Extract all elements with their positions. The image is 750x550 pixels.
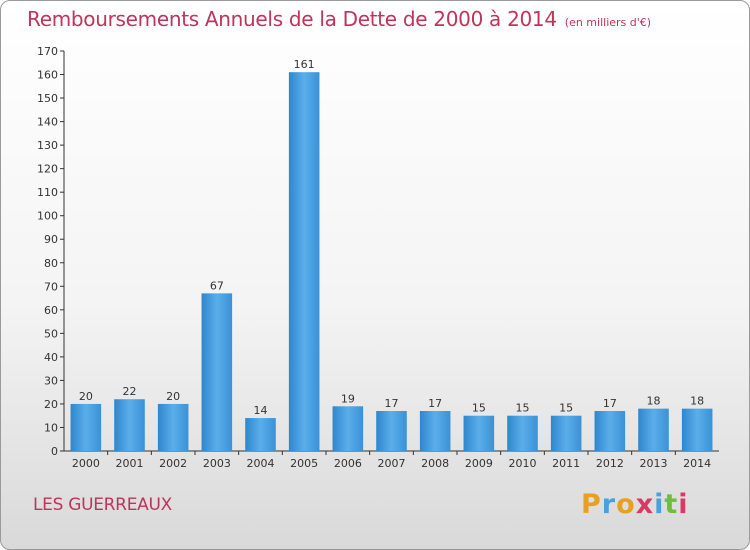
bar-value-label-2007: 17 (385, 397, 399, 410)
bar-2009 (463, 415, 495, 451)
proxiti-logo[interactable]: Proxiti (581, 489, 689, 520)
x-tick-label: 2000 (72, 457, 100, 470)
bar-value-label-2009: 15 (472, 402, 486, 415)
bar-2008 (419, 411, 451, 451)
y-tick-label: 70 (44, 280, 58, 293)
x-tick-label: 2011 (552, 457, 580, 470)
logo-letter: i (654, 489, 665, 520)
y-tick-label: 20 (44, 398, 58, 411)
y-tick-label: 100 (37, 210, 58, 223)
y-tick-label: 140 (37, 116, 58, 129)
x-tick-label: 2012 (596, 457, 624, 470)
y-tick-label: 40 (44, 351, 58, 364)
y-tick-label: 170 (37, 45, 58, 58)
bar-2013 (638, 408, 669, 451)
bar-value-label-2014: 18 (690, 395, 704, 408)
chart-title: Remboursements Annuels de la Dette de 20… (27, 7, 651, 31)
bar-value-label-2008: 17 (428, 397, 442, 410)
y-tick-label: 60 (44, 304, 58, 317)
x-tick-label: 2002 (159, 457, 187, 470)
x-tick-label: 2008 (421, 457, 449, 470)
x-tick-label: 2014 (683, 457, 711, 470)
y-tick-label: 150 (37, 92, 58, 105)
bar-value-label-2000: 20 (79, 390, 93, 403)
bar-2010 (507, 415, 538, 451)
bar-2011 (550, 415, 582, 451)
bar-value-label-2010: 15 (516, 402, 530, 415)
y-tick-label: 50 (44, 327, 58, 340)
bar-value-label-2006: 19 (341, 392, 355, 405)
x-tick-label: 2003 (203, 457, 231, 470)
y-tick-label: 90 (44, 233, 58, 246)
bar-value-label-2002: 20 (166, 390, 180, 403)
y-tick-label: 0 (51, 445, 58, 458)
chart-subtitle: (en milliers d'€) (564, 16, 652, 29)
logo-letter: o (616, 489, 636, 520)
x-tick-label: 2007 (378, 457, 406, 470)
y-tick-label: 30 (44, 374, 58, 387)
bar-2005 (288, 72, 320, 452)
logo-letter: P (581, 489, 602, 520)
bar-value-label-2004: 14 (254, 404, 268, 417)
bar-2007 (376, 411, 407, 451)
bar-value-label-2003: 67 (210, 279, 224, 292)
place-name: LES GUERREAUX (33, 495, 172, 515)
x-tick-label: 2006 (334, 457, 362, 470)
bar-2006 (332, 406, 364, 451)
bar-2003 (201, 293, 233, 451)
x-tick-label: 2009 (465, 457, 493, 470)
bar-value-label-2012: 17 (603, 397, 617, 410)
y-tick-label: 120 (37, 163, 58, 176)
x-tick-label: 2013 (640, 457, 668, 470)
logo-letter: r (601, 489, 617, 520)
bar-value-label-2013: 18 (647, 395, 661, 408)
y-tick-label: 130 (37, 139, 58, 152)
y-axis: 0 10 20 30 40 50 60 70 80 90 100 110 120 130 140 150 160… (37, 45, 65, 458)
bar-value-label-2011: 15 (559, 402, 573, 415)
bar-2000 (70, 403, 102, 451)
y-tick-label: 110 (37, 186, 58, 199)
bar-2012 (594, 411, 626, 451)
bars (70, 72, 713, 452)
bar-2004 (245, 418, 276, 451)
bar-value-label-2001: 22 (123, 385, 137, 398)
x-tick-label: 2005 (290, 457, 318, 470)
x-tick-label: 2004 (247, 457, 275, 470)
logo-letter: i (678, 489, 689, 520)
bar-2014 (681, 408, 713, 451)
x-tick-label: 2001 (116, 457, 144, 470)
y-tick-label: 80 (44, 257, 58, 270)
y-tick-label: 10 (44, 421, 58, 434)
y-tick-label: 160 (37, 69, 58, 82)
chart-title-text: Remboursements Annuels de la Dette de 20… (27, 7, 557, 31)
bar-2001 (114, 399, 145, 451)
x-tick-label: 2010 (509, 457, 537, 470)
bar-2002 (157, 403, 189, 451)
logo-letter: x (635, 489, 655, 520)
x-axis: 2000 2001 2002 2003 2004 2005 2006 2007 2008 2009… (64, 450, 719, 470)
bar-value-label-2005: 161 (294, 58, 315, 71)
bar-value-labels: 20 22 20 67 14 161 19 17 17 15 15 15 17 18 18 (79, 58, 704, 417)
logo-letter: t (664, 489, 679, 520)
